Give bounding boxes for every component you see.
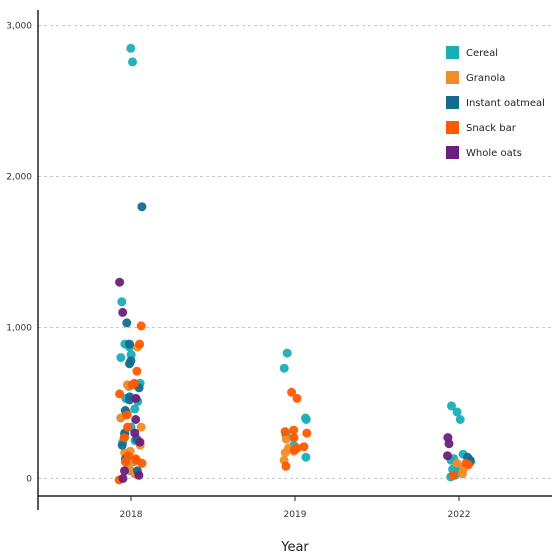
data-point	[302, 428, 312, 438]
data-point	[123, 422, 133, 432]
data-point	[117, 297, 127, 307]
data-point	[281, 434, 291, 444]
legend-label: Instant oatmeal	[466, 98, 545, 109]
data-point	[289, 445, 299, 455]
data-point	[127, 380, 137, 390]
y-tick-label: 1,000	[6, 323, 32, 333]
legend-label: Granola	[466, 73, 505, 84]
data-point	[448, 470, 458, 480]
legend-swatch	[446, 46, 459, 59]
data-point	[120, 457, 130, 467]
legend: Cereal Granola Instant oatmeal Snack bar Who…	[446, 46, 545, 159]
data-point	[130, 428, 140, 438]
data-point	[122, 318, 132, 328]
data-point	[134, 470, 144, 480]
data-point	[135, 339, 145, 349]
data-point	[115, 277, 125, 287]
data-point	[118, 473, 128, 483]
data-point	[458, 469, 467, 479]
data-point	[299, 442, 309, 452]
data-point	[125, 359, 134, 369]
y-tick-label: 3,000	[6, 22, 32, 32]
x-tick-label: 2019	[284, 510, 307, 520]
data-point	[132, 366, 142, 376]
y-axis: 0 1,000 2,000 3,000	[6, 10, 39, 510]
data-point	[125, 339, 134, 349]
data-point	[447, 401, 456, 411]
data-point	[136, 422, 146, 432]
data-point	[137, 458, 147, 468]
legend-swatch	[446, 96, 459, 109]
data-point	[122, 410, 132, 420]
data-point	[443, 451, 452, 461]
data-point	[280, 427, 290, 437]
x-tick-label: 2022	[448, 510, 471, 520]
data-point	[280, 448, 290, 458]
data-point	[115, 389, 125, 399]
legend-label: Whole oats	[466, 148, 522, 159]
data-point	[301, 452, 311, 462]
data-point	[289, 425, 299, 435]
data-point	[281, 461, 291, 471]
y-tick-label: 2,000	[6, 173, 32, 183]
data-point	[117, 440, 127, 450]
data-point	[119, 433, 129, 443]
data-point	[135, 437, 145, 447]
data-point	[452, 458, 462, 468]
data-point	[130, 404, 140, 414]
x-axis: 2018 2019 2022	[38, 495, 552, 520]
data-point	[137, 202, 147, 212]
data-point	[131, 415, 141, 424]
data-point	[118, 307, 128, 317]
data-point	[126, 43, 136, 53]
x-tick-label: 2018	[120, 510, 143, 520]
data-point	[128, 57, 137, 67]
legend-label: Cereal	[466, 48, 498, 59]
data-point	[301, 415, 311, 424]
legend-swatch	[446, 71, 459, 84]
data-point	[282, 348, 292, 358]
data-point	[120, 466, 129, 476]
data-points	[114, 43, 476, 485]
data-point	[464, 460, 473, 470]
data-point	[279, 363, 289, 373]
data-point	[452, 407, 462, 417]
data-point	[455, 415, 465, 424]
grid-lines	[38, 25, 552, 479]
legend-swatch	[446, 121, 459, 134]
data-point	[116, 353, 126, 363]
x-axis-title: Year	[280, 540, 309, 555]
legend-label: Snack bar	[466, 123, 517, 134]
legend-swatch	[446, 146, 459, 159]
data-point	[292, 393, 302, 403]
data-point	[131, 393, 141, 403]
data-point	[136, 321, 146, 331]
data-point	[287, 387, 297, 397]
y-tick-label: 0	[26, 474, 32, 484]
data-point	[444, 439, 454, 449]
data-point	[289, 433, 299, 443]
